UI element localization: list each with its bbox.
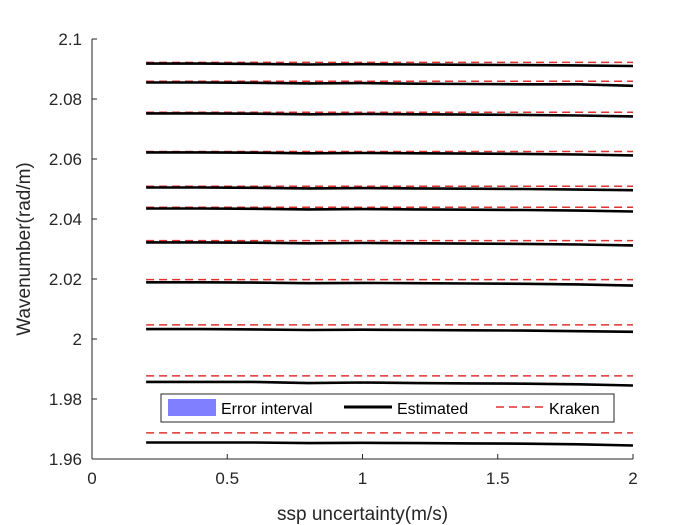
estimated-line bbox=[146, 380, 634, 387]
legend-error-interval-swatch bbox=[168, 399, 216, 416]
estimated-line bbox=[146, 62, 634, 68]
y-tick-label: 2.06 bbox=[49, 150, 82, 169]
y-tick-label: 2 bbox=[73, 330, 82, 349]
x-tick-label: 1 bbox=[358, 469, 367, 488]
estimated-line bbox=[146, 186, 634, 192]
plot-area bbox=[92, 39, 633, 459]
x-tick-label: 2 bbox=[628, 469, 637, 488]
estimated-line bbox=[146, 327, 634, 334]
ticks: 0 0.5 1 1.5 2 1.96 1.98 2 2.02 2.04 2.06 2.08 2.1 bbox=[49, 30, 638, 488]
x-tick-label: 1.5 bbox=[486, 469, 510, 488]
estimated-line bbox=[146, 441, 634, 447]
kraken-series bbox=[146, 61, 633, 434]
legend-estimated-label: Estimated bbox=[397, 401, 468, 418]
x-tick-label: 0.5 bbox=[215, 469, 239, 488]
estimated-line bbox=[146, 241, 634, 247]
y-tick-label: 1.98 bbox=[49, 390, 82, 409]
y-tick-label: 2.1 bbox=[58, 30, 82, 49]
legend-kraken-label: Kraken bbox=[549, 401, 600, 418]
estimated-series bbox=[146, 62, 634, 447]
legend: Error interval Estimated Kraken bbox=[160, 393, 615, 423]
estimated-line bbox=[146, 151, 634, 157]
estimated-line bbox=[146, 280, 634, 287]
y-tick-label: 2.02 bbox=[49, 270, 82, 289]
estimated-line bbox=[146, 112, 634, 118]
estimated-line bbox=[146, 207, 634, 213]
y-axis-label: Wavenumber(rad/m) bbox=[14, 162, 35, 336]
x-axis-label: ssp uncertainty(m/s) bbox=[277, 504, 448, 525]
x-tick-label: 0 bbox=[87, 469, 96, 488]
estimated-line bbox=[146, 81, 634, 88]
y-tick-label: 2.04 bbox=[49, 210, 82, 229]
legend-error-interval-label: Error interval bbox=[221, 401, 313, 418]
y-tick-label: 1.96 bbox=[49, 450, 82, 469]
y-tick-label: 2.08 bbox=[49, 90, 82, 109]
